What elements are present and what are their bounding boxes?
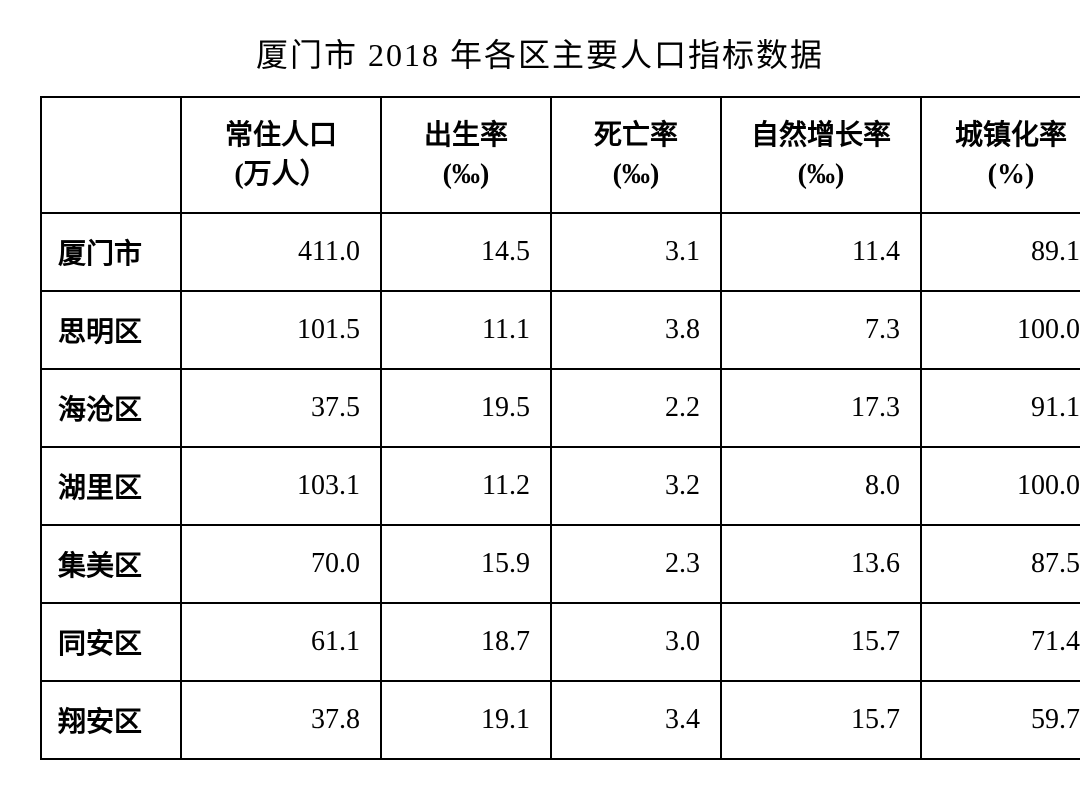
- table-row: 翔安区 37.8 19.1 3.4 15.7 59.7: [41, 681, 1080, 759]
- data-cell: 19.5: [381, 369, 551, 447]
- data-cell: 13.6: [721, 525, 921, 603]
- data-cell: 14.5: [381, 213, 551, 291]
- header-urbanization-rate: 城镇化率 (%): [921, 97, 1080, 213]
- row-label-siming: 思明区: [41, 291, 181, 369]
- data-cell: 91.1: [921, 369, 1080, 447]
- data-cell: 2.2: [551, 369, 721, 447]
- data-cell: 70.0: [181, 525, 381, 603]
- row-label-jimei: 集美区: [41, 525, 181, 603]
- row-label-haicang: 海沧区: [41, 369, 181, 447]
- table-header-row: 常住人口 (万人） 出生率 (‰) 死亡率 (‰) 自然增长率 (‰) 城镇化率…: [41, 97, 1080, 213]
- data-cell: 59.7: [921, 681, 1080, 759]
- data-cell: 100.0: [921, 447, 1080, 525]
- data-cell: 15.7: [721, 603, 921, 681]
- population-data-table: 常住人口 (万人） 出生率 (‰) 死亡率 (‰) 自然增长率 (‰) 城镇化率…: [40, 96, 1080, 760]
- data-cell: 3.0: [551, 603, 721, 681]
- data-cell: 3.8: [551, 291, 721, 369]
- table-row: 同安区 61.1 18.7 3.0 15.7 71.4: [41, 603, 1080, 681]
- data-cell: 89.1: [921, 213, 1080, 291]
- data-cell: 101.5: [181, 291, 381, 369]
- header-birth-rate: 出生率 (‰): [381, 97, 551, 213]
- data-cell: 8.0: [721, 447, 921, 525]
- data-cell: 411.0: [181, 213, 381, 291]
- table-row: 厦门市 411.0 14.5 3.1 11.4 89.1: [41, 213, 1080, 291]
- data-cell: 100.0: [921, 291, 1080, 369]
- data-cell: 18.7: [381, 603, 551, 681]
- data-cell: 61.1: [181, 603, 381, 681]
- row-label-tongan: 同安区: [41, 603, 181, 681]
- table-row: 集美区 70.0 15.9 2.3 13.6 87.5: [41, 525, 1080, 603]
- data-cell: 37.5: [181, 369, 381, 447]
- header-natural-growth-rate: 自然增长率 (‰): [721, 97, 921, 213]
- data-cell: 71.4: [921, 603, 1080, 681]
- data-cell: 3.4: [551, 681, 721, 759]
- data-cell: 2.3: [551, 525, 721, 603]
- row-label-huli: 湖里区: [41, 447, 181, 525]
- data-cell: 11.1: [381, 291, 551, 369]
- data-cell: 103.1: [181, 447, 381, 525]
- data-cell: 15.9: [381, 525, 551, 603]
- table-row: 湖里区 103.1 11.2 3.2 8.0 100.0: [41, 447, 1080, 525]
- data-cell: 11.2: [381, 447, 551, 525]
- row-label-xiamen: 厦门市: [41, 213, 181, 291]
- data-cell: 7.3: [721, 291, 921, 369]
- header-death-rate: 死亡率 (‰): [551, 97, 721, 213]
- table-row: 海沧区 37.5 19.5 2.2 17.3 91.1: [41, 369, 1080, 447]
- data-cell: 87.5: [921, 525, 1080, 603]
- table-row: 思明区 101.5 11.1 3.8 7.3 100.0: [41, 291, 1080, 369]
- row-label-xiangan: 翔安区: [41, 681, 181, 759]
- table-body: 厦门市 411.0 14.5 3.1 11.4 89.1 思明区 101.5 1…: [41, 213, 1080, 759]
- data-cell: 17.3: [721, 369, 921, 447]
- data-cell: 11.4: [721, 213, 921, 291]
- header-population: 常住人口 (万人）: [181, 97, 381, 213]
- header-empty: [41, 97, 181, 213]
- data-cell: 15.7: [721, 681, 921, 759]
- table-title: 厦门市 2018 年各区主要人口指标数据: [40, 30, 1040, 76]
- data-cell: 37.8: [181, 681, 381, 759]
- data-cell: 19.1: [381, 681, 551, 759]
- data-cell: 3.2: [551, 447, 721, 525]
- data-cell: 3.1: [551, 213, 721, 291]
